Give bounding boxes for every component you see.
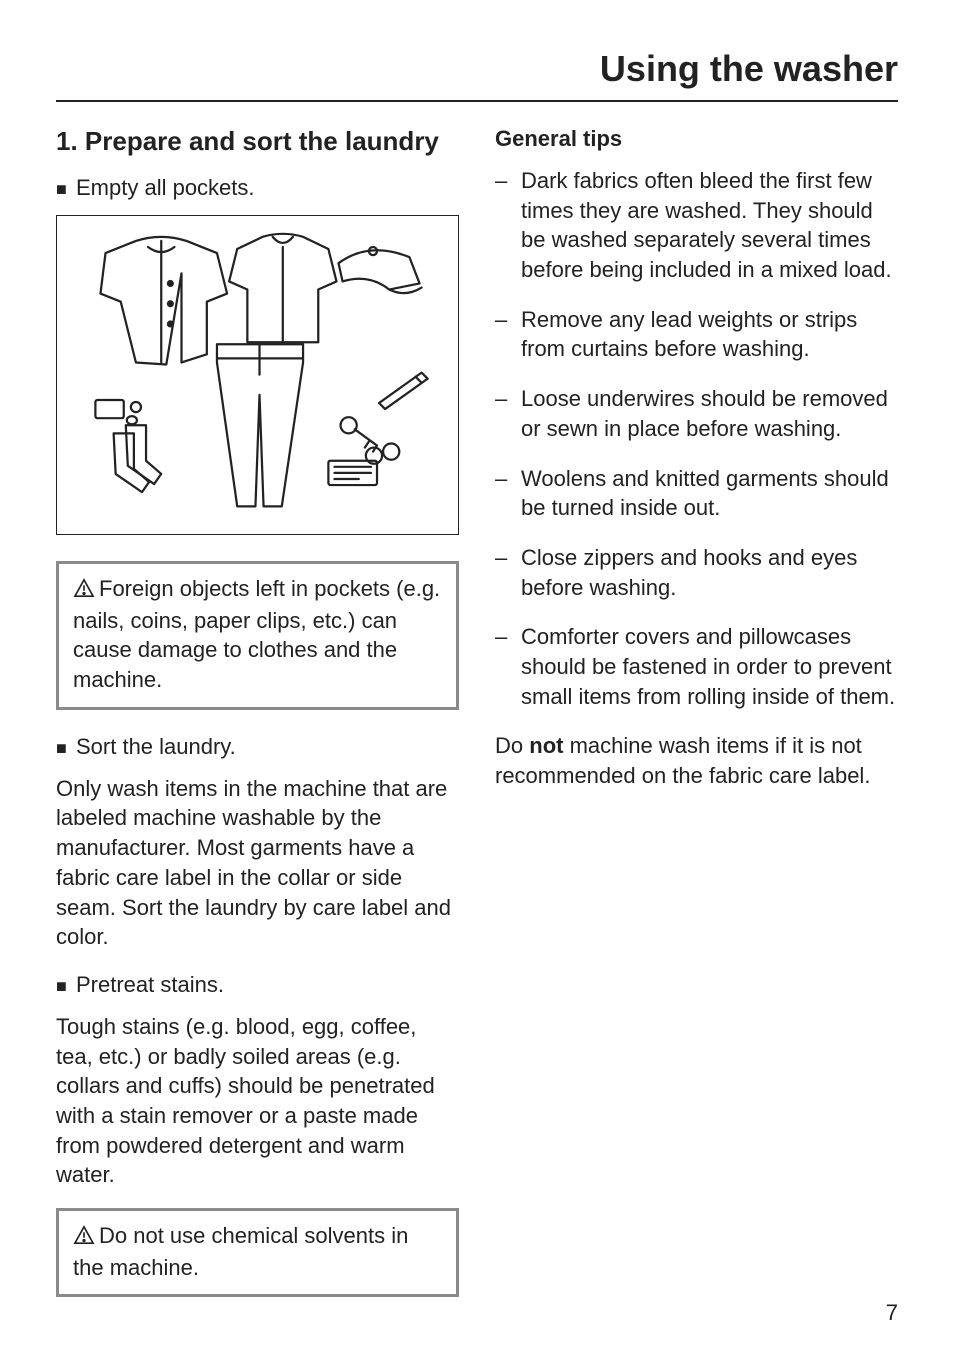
square-bullet-icon: ■ [56, 176, 76, 203]
warning-triangle-icon [73, 576, 95, 606]
content-columns: 1. Prepare and sort the laundry ■ Empty … [56, 126, 898, 1319]
general-tips-heading: General tips [495, 126, 898, 152]
page-number: 7 [886, 1300, 898, 1326]
tip-text: Close zippers and hooks and eyes before … [521, 543, 898, 602]
dash-bullet-icon: – [495, 464, 521, 494]
tip-item: – Woolens and knitted garments should be… [495, 464, 898, 523]
bullet-empty-pockets: ■ Empty all pockets. [56, 173, 459, 203]
warning-foreign-objects: Foreign objects left in pockets (e.g. na… [56, 561, 459, 710]
warning-triangle-icon [73, 1223, 95, 1253]
tip-item: – Dark fabrics often bleed the first few… [495, 166, 898, 285]
laundry-illustration [56, 215, 459, 535]
closing-strong: not [529, 733, 563, 758]
page-title: Using the washer [56, 48, 898, 90]
bullet-sort-laundry: ■ Sort the laundry. [56, 732, 459, 762]
dash-bullet-icon: – [495, 543, 521, 573]
right-column: General tips – Dark fabrics often bleed … [495, 126, 898, 1319]
bullet-text: Empty all pockets. [76, 173, 255, 203]
tip-item: – Close zippers and hooks and eyes befor… [495, 543, 898, 602]
tip-text: Comforter covers and pillowcases should … [521, 622, 898, 711]
tip-text: Woolens and knitted garments should be t… [521, 464, 898, 523]
square-bullet-icon: ■ [56, 973, 76, 1000]
bullet-text: Pretreat stains. [76, 970, 224, 1000]
dash-bullet-icon: – [495, 166, 521, 196]
clothing-items-icon [65, 222, 450, 527]
tip-item: – Loose underwires should be removed or … [495, 384, 898, 443]
closing-pre: Do [495, 733, 529, 758]
left-column: 1. Prepare and sort the laundry ■ Empty … [56, 126, 459, 1319]
closing-paragraph: Do not machine wash items if it is not r… [495, 731, 898, 790]
tip-item: – Remove any lead weights or strips from… [495, 305, 898, 364]
warning-text: Foreign objects left in pockets (e.g. na… [73, 576, 440, 692]
bullet-text: Sort the laundry. [76, 732, 236, 762]
square-bullet-icon: ■ [56, 735, 76, 762]
tip-text: Loose underwires should be removed or se… [521, 384, 898, 443]
warning-text: Do not use chemical solvents in the mach… [73, 1223, 408, 1280]
paragraph-pretreat: Tough stains (e.g. blood, egg, coffee, t… [56, 1012, 459, 1190]
bullet-pretreat: ■ Pretreat stains. [56, 970, 459, 1000]
dash-bullet-icon: – [495, 305, 521, 335]
tip-text: Dark fabrics often bleed the first few t… [521, 166, 898, 285]
tip-item: – Comforter covers and pillowcases shoul… [495, 622, 898, 711]
title-rule [56, 100, 898, 102]
tip-text: Remove any lead weights or strips from c… [521, 305, 898, 364]
warning-solvents: Do not use chemical solvents in the mach… [56, 1208, 459, 1297]
dash-bullet-icon: – [495, 384, 521, 414]
paragraph-sort: Only wash items in the machine that are … [56, 774, 459, 952]
section-heading-prepare: 1. Prepare and sort the laundry [56, 126, 459, 157]
dash-bullet-icon: – [495, 622, 521, 652]
